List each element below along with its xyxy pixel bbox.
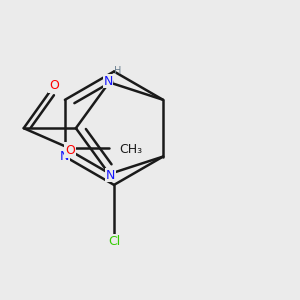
Text: N: N bbox=[60, 150, 70, 163]
Text: H: H bbox=[114, 66, 122, 76]
Text: Cl: Cl bbox=[108, 235, 120, 248]
Text: O: O bbox=[65, 144, 75, 157]
Text: CH₃: CH₃ bbox=[120, 142, 143, 156]
Text: N: N bbox=[106, 169, 115, 182]
Text: O: O bbox=[49, 79, 59, 92]
Text: N: N bbox=[103, 75, 113, 88]
